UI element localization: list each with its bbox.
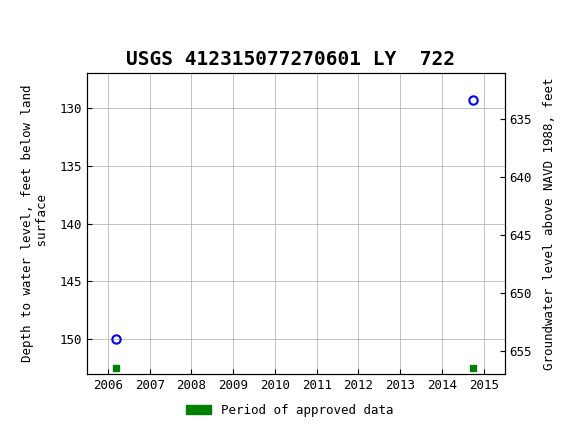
Text: USGS 412315077270601 LY  722: USGS 412315077270601 LY 722 bbox=[125, 50, 455, 69]
Y-axis label: Depth to water level, feet below land
 surface: Depth to water level, feet below land su… bbox=[20, 85, 49, 362]
Legend: Period of approved data: Period of approved data bbox=[181, 399, 399, 421]
Text: ▒USGS: ▒USGS bbox=[12, 15, 70, 37]
Y-axis label: Groundwater level above NAVD 1988, feet: Groundwater level above NAVD 1988, feet bbox=[543, 77, 556, 370]
